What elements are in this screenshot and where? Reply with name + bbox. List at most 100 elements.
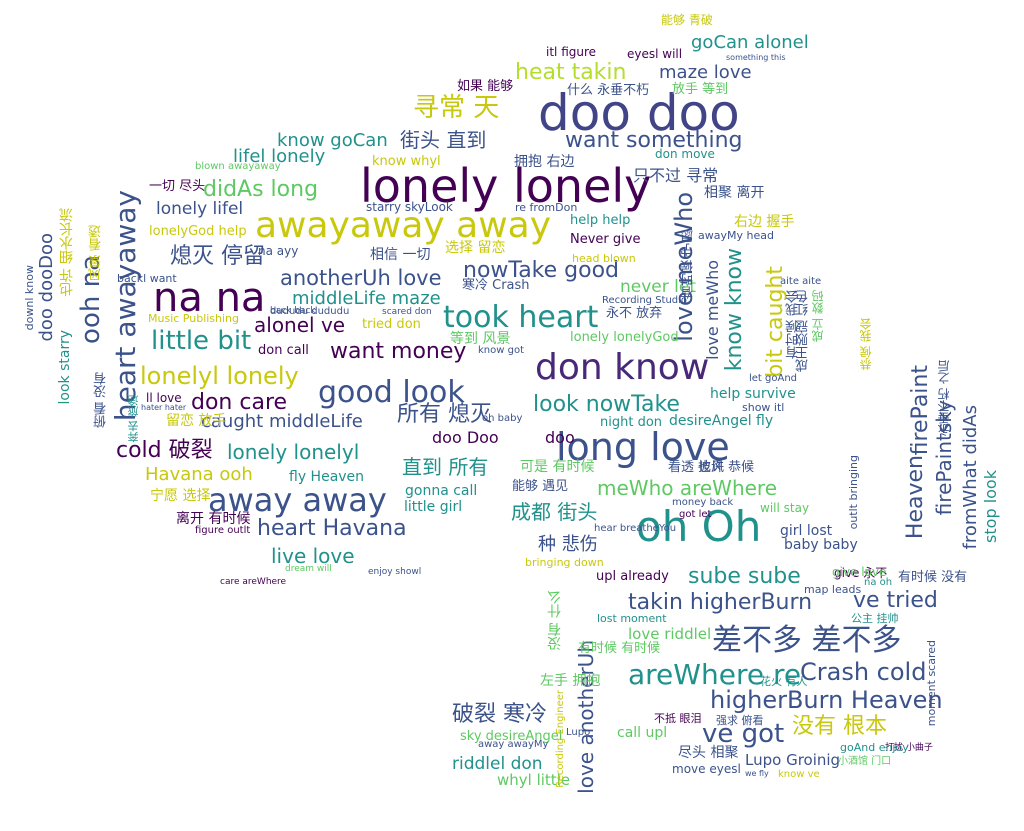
cloud-word: care areWhere bbox=[220, 577, 287, 587]
cloud-word: map leads bbox=[804, 583, 862, 596]
cloud-word: 小酒馆 门口 bbox=[838, 756, 892, 767]
cloud-word: takin higherBurn bbox=[628, 590, 813, 615]
cloud-word: call upl bbox=[617, 725, 668, 741]
cloud-word: Never give bbox=[570, 232, 641, 247]
cloud-word: 可是 有时候 bbox=[520, 459, 595, 475]
cloud-word: doo dooDoo bbox=[36, 233, 57, 342]
cloud-word: backl want bbox=[117, 272, 177, 285]
cloud-word: Music Publishing bbox=[148, 312, 240, 325]
cloud-word: 披风 恭候 bbox=[698, 460, 755, 475]
cloud-word: never let bbox=[620, 277, 696, 297]
cloud-word: head blown bbox=[572, 252, 636, 265]
cloud-word: ll love bbox=[146, 391, 182, 405]
cloud-word: lonely lifel bbox=[156, 199, 244, 219]
cloud-word: 奔去 旅途 bbox=[127, 395, 140, 443]
cloud-word: don know bbox=[535, 347, 710, 388]
cloud-word: aite aite bbox=[780, 276, 822, 287]
cloud-word: little girl bbox=[404, 499, 463, 515]
cloud-word: give love bbox=[832, 565, 887, 579]
cloud-word: 寒冷 Crash bbox=[462, 278, 530, 293]
cloud-word: maze love bbox=[659, 62, 752, 83]
cloud-word: don move bbox=[655, 147, 715, 161]
cloud-word: away awayMy bbox=[478, 739, 549, 750]
cloud-word: we fly bbox=[745, 769, 769, 778]
cloud-word: dududu dududu bbox=[270, 306, 350, 317]
cloud-word: 相信 一切 bbox=[370, 247, 431, 263]
cloud-word: know ve bbox=[778, 769, 820, 780]
cloud-word: alonel ve bbox=[254, 313, 346, 337]
cloud-word: 恭候 我会 bbox=[859, 318, 873, 370]
cloud-word: 有时候 没有 bbox=[898, 570, 968, 585]
cloud-word: 熄灭 停留 bbox=[170, 244, 265, 269]
cloud-word: lifel lonely bbox=[233, 146, 326, 167]
cloud-word: hear breatheYou bbox=[594, 523, 677, 534]
cloud-word: girl lost bbox=[780, 523, 833, 539]
cloud-word: higherBurn Heaven bbox=[710, 686, 943, 714]
cloud-word: sky desireAngel bbox=[460, 729, 563, 744]
cloud-word: 右边 握手 bbox=[734, 214, 795, 230]
cloud-word: 拥抱 右边 bbox=[514, 154, 575, 170]
cloud-word: 离开 有时候 bbox=[176, 511, 251, 527]
cloud-word: 永垂不朽 之后 bbox=[937, 360, 951, 436]
cloud-word: 如果 能够 bbox=[457, 79, 514, 94]
cloud-word: 能够 青破 bbox=[661, 13, 713, 27]
cloud-word: anotherUh love bbox=[280, 266, 442, 290]
cloud-word: got let bbox=[679, 509, 712, 520]
cloud-word: want money bbox=[330, 339, 467, 364]
cloud-word: know whyl bbox=[372, 154, 441, 169]
cloud-word: look nowTake bbox=[533, 392, 680, 417]
cloud-word: something this bbox=[726, 53, 786, 62]
cloud-word: cold 破裂 bbox=[116, 438, 213, 463]
cloud-word: 差不多 差不多 bbox=[712, 623, 902, 658]
cloud-word: starry skyLook bbox=[366, 200, 453, 214]
cloud-word: 等到 风景 bbox=[450, 331, 511, 347]
cloud-word: eyesl will bbox=[627, 47, 683, 61]
cloud-word: 有时候 有时候 bbox=[578, 641, 661, 656]
cloud-word: Havana ooh bbox=[145, 464, 253, 485]
cloud-word: 公主 挂帅 bbox=[851, 612, 899, 625]
cloud-word: 直到 所有 bbox=[402, 455, 489, 479]
cloud-word: give 永不 bbox=[834, 566, 888, 580]
cloud-word: help survive bbox=[710, 386, 796, 402]
cloud-word: 花火 有人 bbox=[760, 675, 808, 688]
cloud-word: lonely lonelyl bbox=[227, 440, 360, 464]
cloud-word: Recording Studio bbox=[602, 295, 688, 306]
cloud-word: move eyesl bbox=[672, 762, 741, 776]
cloud-word: awayaway away bbox=[255, 205, 552, 246]
cloud-word: ve tried bbox=[853, 588, 938, 613]
cloud-word: 街头 直到 bbox=[400, 128, 487, 152]
cloud-word: blown awayaway bbox=[195, 161, 281, 172]
cloud-word: 尽头 相聚 bbox=[678, 745, 739, 761]
cloud-word: 所有 熄灭 bbox=[397, 402, 492, 427]
cloud-word: awayMy head bbox=[698, 229, 774, 242]
cloud-word: Recording Engineer bbox=[555, 690, 566, 788]
cloud-word: know know bbox=[722, 248, 747, 372]
cloud-word: money back bbox=[672, 497, 734, 508]
cloud-word: ve got bbox=[702, 719, 785, 749]
cloud-word: firePaint bbox=[908, 365, 933, 456]
cloud-word: love riddlel bbox=[628, 625, 712, 643]
cloud-word: gonna call bbox=[405, 483, 478, 499]
cloud-word: 看透 也许 bbox=[668, 460, 725, 475]
cloud-word: caught middleLife bbox=[201, 411, 363, 432]
cloud-word: stop look bbox=[981, 470, 1000, 543]
cloud-word: 成立 数码 bbox=[811, 290, 825, 342]
cloud-word: back back bbox=[270, 306, 316, 316]
cloud-word: 放手 等到 bbox=[672, 82, 729, 97]
cloud-word: 能够 遇见 bbox=[512, 479, 569, 494]
cloud-word: 相聚 离开 bbox=[704, 185, 765, 201]
cloud-word: will stay bbox=[760, 501, 810, 515]
cloud-word: live love bbox=[271, 544, 355, 568]
cloud-word: na ayy bbox=[258, 244, 299, 258]
cloud-word: goAnd enjoy bbox=[840, 741, 909, 754]
cloud-word: didAs long bbox=[203, 177, 319, 202]
cloud-word: lost moment bbox=[597, 612, 667, 625]
cloud-word: look starry bbox=[57, 330, 73, 405]
cloud-word: don care bbox=[191, 390, 288, 415]
cloud-word: 左手 拥抱 bbox=[540, 673, 601, 689]
cloud-word: 留恋 放手 bbox=[166, 413, 227, 429]
cloud-word: doo Doo bbox=[432, 428, 499, 447]
cloud-word: hater hater bbox=[141, 403, 187, 412]
cloud-word: Lupo bbox=[566, 727, 591, 738]
cloud-word: fly Heaven bbox=[289, 469, 365, 485]
